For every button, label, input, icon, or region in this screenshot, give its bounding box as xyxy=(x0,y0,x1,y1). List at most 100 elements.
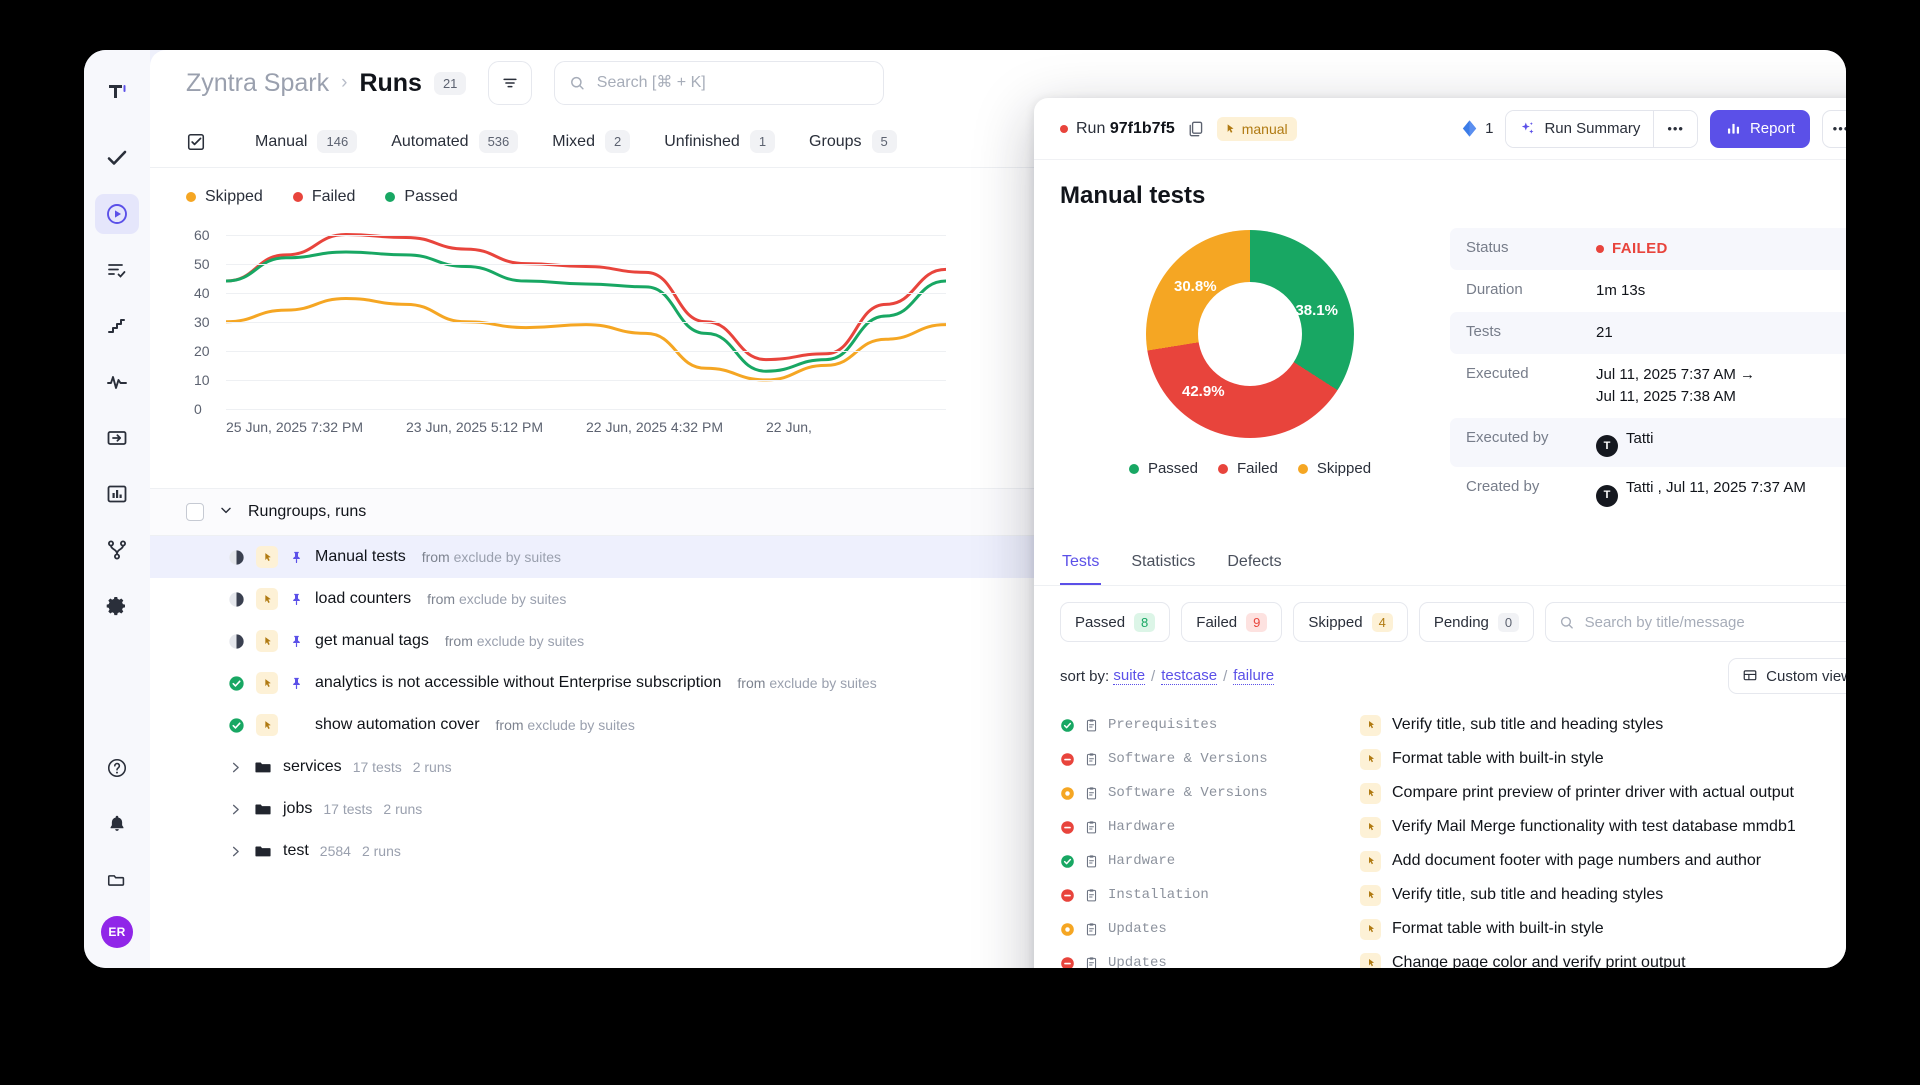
run-status-icon xyxy=(228,675,245,692)
rungroup-row[interactable]: load counters from exclude by suites xyxy=(150,578,1846,620)
run-summary-more-button[interactable]: ••• xyxy=(1653,110,1697,147)
tab-statistics[interactable]: Statistics xyxy=(1131,553,1196,571)
checklist-icon[interactable] xyxy=(186,132,206,152)
tab-unfinished[interactable]: Unfinished 1 xyxy=(647,116,792,168)
folder-icon[interactable] xyxy=(95,860,139,900)
pin-icon[interactable] xyxy=(289,550,304,565)
tab-defects[interactable]: Defects xyxy=(1227,553,1282,571)
sort-separator: / xyxy=(1223,667,1228,685)
help-icon[interactable] xyxy=(95,748,139,788)
rungroup-row[interactable]: get manual tags from exclude by suites xyxy=(150,620,1846,662)
tab-automated[interactable]: Automated 536 xyxy=(374,116,535,168)
legend-label: Failed xyxy=(311,188,356,205)
chevron-right-icon[interactable] xyxy=(228,844,243,859)
tab-groups[interactable]: Groups 5 xyxy=(792,116,914,168)
drawer-tabs: Tests Statistics Defects xyxy=(1034,543,1846,587)
sort-prefix: sort by: xyxy=(1060,667,1110,685)
folder-row[interactable]: test 2584 2 runs xyxy=(150,830,1846,872)
test-suite-name: Updates xyxy=(1108,921,1167,938)
pin-icon[interactable] xyxy=(289,676,304,691)
export-icon[interactable] xyxy=(95,418,139,458)
stairs-icon[interactable] xyxy=(95,306,139,346)
chart-y-tick: 40 xyxy=(194,284,210,301)
breadcrumb-project[interactable]: Zyntra Spark xyxy=(186,68,330,97)
list-check-icon[interactable] xyxy=(95,250,139,290)
test-row[interactable]: Software & Versions Compare print preview… xyxy=(1060,776,1846,810)
folder-icon xyxy=(254,758,272,776)
filter-button[interactable] xyxy=(488,61,533,105)
test-row[interactable]: Hardware Verify Mail Merge functionality … xyxy=(1060,810,1846,844)
legend-item-failed[interactable]: Failed xyxy=(292,188,356,206)
test-title: Verify Mail Merge functionality with tes… xyxy=(1392,818,1796,836)
rungroup-source: from exclude by suites xyxy=(421,549,562,565)
manual-tag[interactable]: manual xyxy=(1216,116,1297,141)
chip-skipped[interactable]: Skipped 4 xyxy=(1293,602,1408,643)
select-all-checkbox[interactable] xyxy=(186,503,204,521)
bell-icon[interactable] xyxy=(95,804,139,844)
report-button[interactable]: Report xyxy=(1709,109,1810,148)
search-input[interactable] xyxy=(596,74,870,92)
manual-type-icon xyxy=(256,546,278,568)
copy-icon[interactable] xyxy=(1187,120,1205,138)
folder-row[interactable]: services 17 tests 2 runs xyxy=(150,746,1846,788)
legend-item-skipped[interactable]: Skipped xyxy=(186,188,263,206)
test-row[interactable]: Updates Change page color and verify prin… xyxy=(1060,946,1846,968)
rungroup-row[interactable]: analytics is not accessible without Ente… xyxy=(150,662,1846,704)
folder-row[interactable]: jobs 17 tests 2 runs xyxy=(150,788,1846,830)
sort-option-suite[interactable]: suite xyxy=(1113,667,1146,686)
rungroup-row[interactable]: show automation cover from exclude by sui… xyxy=(150,704,1846,746)
test-row[interactable]: Hardware Add document footer with page nu… xyxy=(1060,844,1846,878)
chip-pending[interactable]: Pending 0 xyxy=(1418,602,1535,643)
tab-tests[interactable]: Tests xyxy=(1060,543,1102,586)
custom-view-button[interactable]: Custom view xyxy=(1728,658,1846,695)
tab-mixed[interactable]: Mixed 2 xyxy=(535,116,647,168)
test-row[interactable]: Updates Format table with built-in style xyxy=(1060,912,1846,946)
chip-label: Skipped xyxy=(1308,613,1363,631)
chart-y-tick: 50 xyxy=(194,255,210,272)
info-key: Created by xyxy=(1466,478,1540,496)
test-row[interactable]: Software & Versions Format table with bui… xyxy=(1060,742,1846,776)
pin-icon[interactable] xyxy=(289,592,304,607)
jira-issues-chip[interactable]: 1 xyxy=(1460,119,1493,138)
pin-icon[interactable] xyxy=(289,634,304,649)
tests-search-input[interactable] xyxy=(1584,613,1841,631)
gear-icon[interactable] xyxy=(95,586,139,626)
user-avatar[interactable]: ER xyxy=(101,916,133,948)
chip-label: Passed xyxy=(1075,613,1126,631)
activity-icon[interactable] xyxy=(95,362,139,402)
chevron-right-icon[interactable] xyxy=(228,760,243,775)
chevron-right-icon[interactable] xyxy=(228,802,243,817)
branch-icon[interactable] xyxy=(95,530,139,570)
ellipsis-icon: ••• xyxy=(1667,121,1684,136)
chip-passed[interactable]: Passed 8 xyxy=(1060,602,1171,643)
test-row[interactable]: Installation Verify title, sub title and … xyxy=(1060,878,1846,912)
test-suite-name: Updates xyxy=(1108,955,1167,968)
test-suite-name: Prerequisites xyxy=(1108,717,1218,734)
test-suite-cell: Updates xyxy=(1060,955,1360,968)
sort-option-failure[interactable]: failure xyxy=(1233,667,1275,686)
tab-manual[interactable]: Manual 146 xyxy=(238,116,374,168)
tab-count: 5 xyxy=(871,130,897,153)
play-circle-icon[interactable] xyxy=(95,194,139,234)
rungroup-title: analytics is not accessible without Ente… xyxy=(315,674,722,691)
logo-icon[interactable] xyxy=(95,72,139,112)
test-title-cell: Format table with built-in style xyxy=(1360,748,1604,770)
chip-failed[interactable]: Failed 9 xyxy=(1181,602,1283,643)
test-suite-cell: Updates xyxy=(1060,921,1360,937)
test-title-cell: Add document footer with page numbers an… xyxy=(1360,850,1761,872)
chart-line-skipped xyxy=(226,299,946,380)
sort-option-testcase[interactable]: testcase xyxy=(1161,667,1218,686)
test-row[interactable]: Prerequisites Verify title, sub title and… xyxy=(1060,708,1846,742)
status-badge: FAILED xyxy=(1612,240,1668,257)
topbar: Zyntra Spark › Runs 21 xyxy=(150,50,1846,116)
search-box[interactable] xyxy=(554,61,885,105)
drawer-more-button[interactable]: ••• xyxy=(1822,109,1846,148)
test-status-icon xyxy=(1060,718,1075,733)
run-summary-button[interactable]: Run Summary xyxy=(1506,110,1654,147)
legend-item-passed[interactable]: Passed xyxy=(385,188,458,206)
chevron-down-icon[interactable] xyxy=(218,502,234,523)
bar-chart-icon[interactable] xyxy=(95,474,139,514)
checkmark-icon[interactable] xyxy=(95,138,139,178)
tests-search-box[interactable] xyxy=(1545,602,1846,643)
manual-type-icon xyxy=(1360,748,1381,770)
